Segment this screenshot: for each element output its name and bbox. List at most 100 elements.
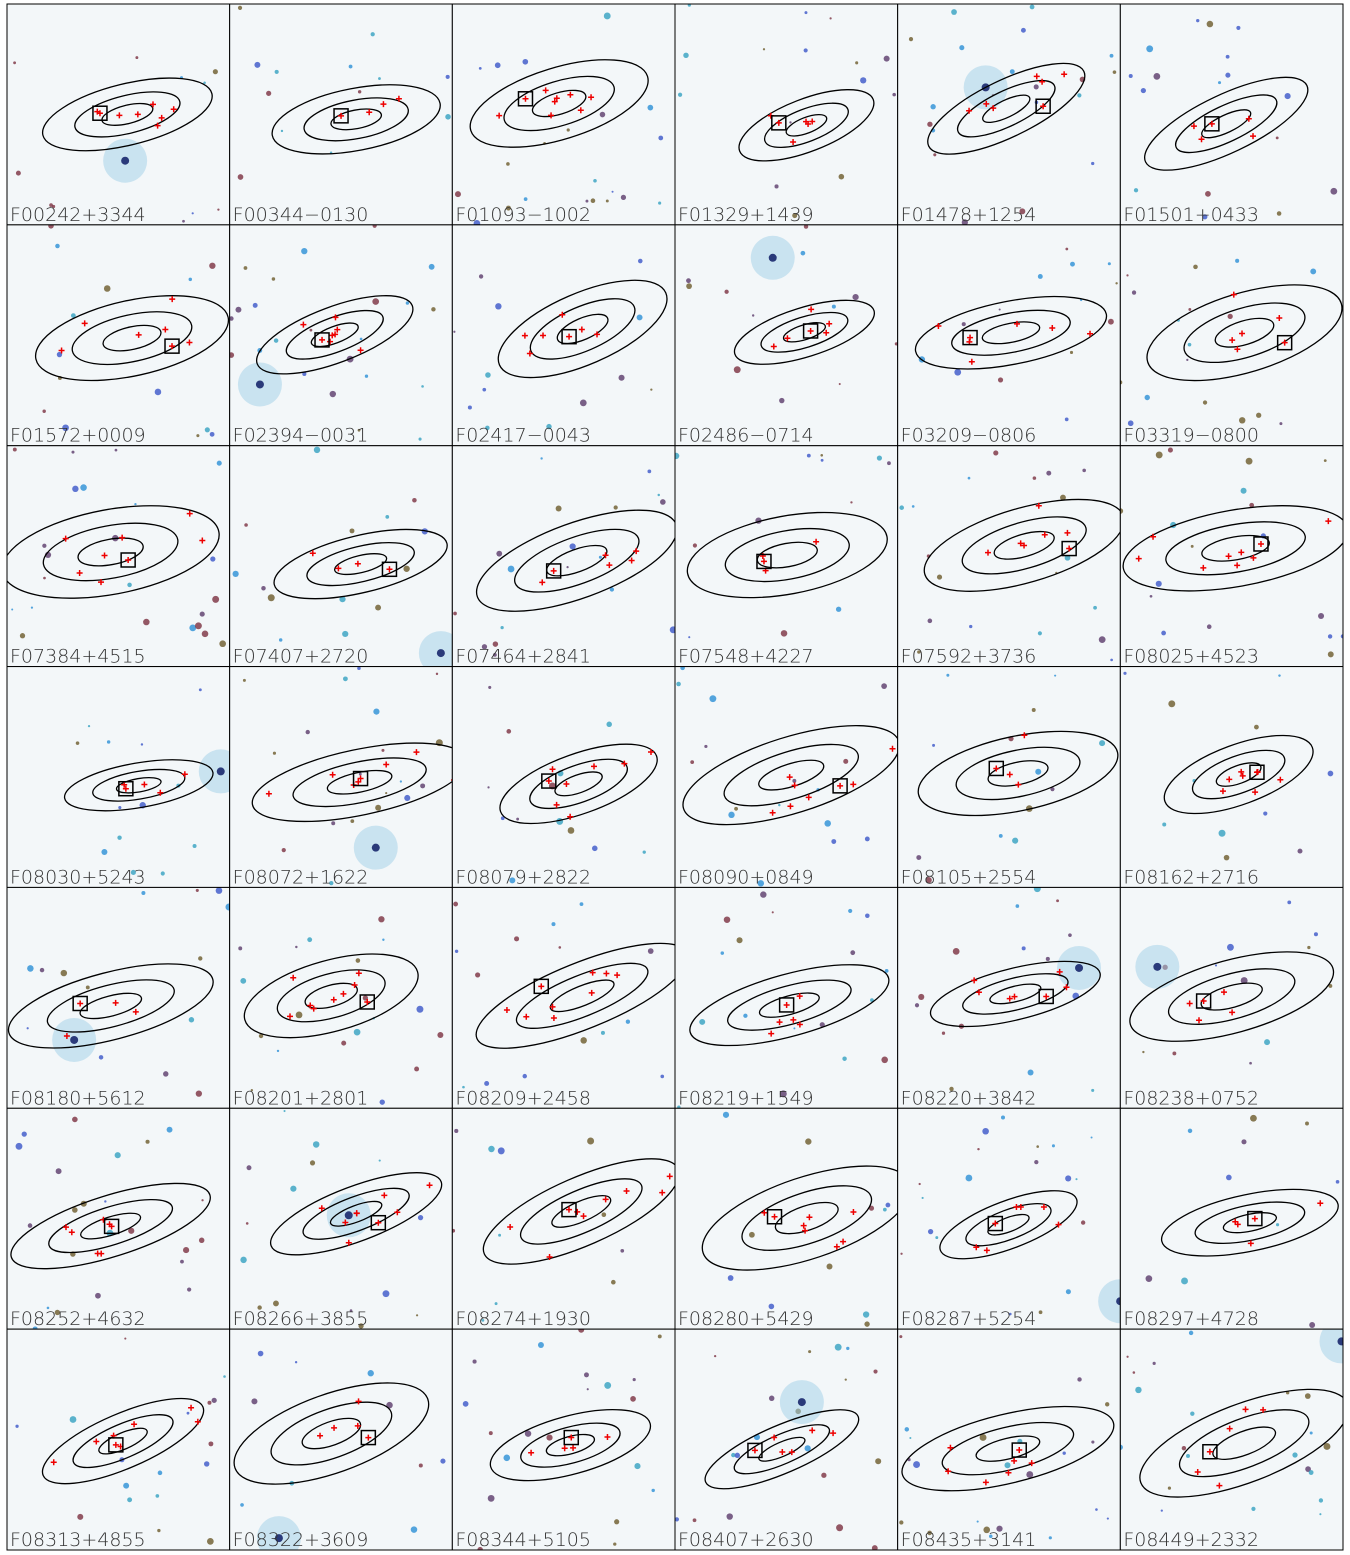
star <box>728 1275 734 1281</box>
star <box>829 17 831 19</box>
star <box>274 338 278 342</box>
star <box>1287 900 1291 904</box>
star <box>737 937 743 943</box>
panel <box>222 1329 453 1555</box>
star <box>204 1461 209 1466</box>
star <box>446 75 450 79</box>
panel-bg <box>452 887 675 1108</box>
star <box>606 200 609 203</box>
star <box>1115 282 1117 284</box>
star <box>805 1138 811 1144</box>
star <box>238 946 242 950</box>
star <box>1054 675 1056 677</box>
star <box>558 946 561 949</box>
star <box>182 220 185 223</box>
star <box>141 891 145 895</box>
star <box>584 1372 589 1377</box>
star <box>207 1538 214 1545</box>
star <box>1026 1471 1033 1478</box>
panel-label: F08219+1549 <box>678 1087 814 1109</box>
star <box>1035 769 1041 775</box>
star <box>253 303 258 308</box>
star <box>621 195 626 200</box>
panel-bg <box>1120 887 1343 1108</box>
panel <box>675 1108 923 1329</box>
star <box>283 1110 285 1112</box>
star <box>99 1055 104 1060</box>
star <box>385 792 387 794</box>
star <box>403 566 409 572</box>
panel-bg <box>898 446 1121 667</box>
star <box>1218 81 1221 84</box>
panel-label: F07592+3736 <box>901 646 1037 668</box>
bright-star <box>437 649 445 657</box>
star <box>1004 1462 1010 1468</box>
star <box>846 1347 849 1350</box>
star <box>1091 1440 1094 1443</box>
star <box>1108 319 1114 325</box>
star <box>342 631 348 637</box>
star <box>437 1032 443 1038</box>
star <box>331 821 335 825</box>
star <box>187 1287 191 1291</box>
star <box>72 1207 78 1213</box>
star <box>875 1458 881 1464</box>
star <box>620 1249 624 1253</box>
star <box>1091 162 1094 165</box>
star <box>999 308 1001 310</box>
star <box>212 596 219 603</box>
star <box>1016 904 1020 908</box>
star <box>295 1361 297 1363</box>
star <box>1309 1470 1314 1475</box>
star <box>1328 651 1334 657</box>
panel-bg <box>7 446 230 667</box>
star <box>1168 448 1173 453</box>
panel <box>230 887 453 1108</box>
star <box>651 1489 654 1492</box>
star <box>240 1257 246 1263</box>
star <box>217 208 219 210</box>
star <box>969 625 972 628</box>
star <box>124 1338 126 1340</box>
panel <box>228 224 452 446</box>
star <box>1133 1371 1136 1374</box>
star <box>845 1379 847 1381</box>
star <box>1228 314 1233 319</box>
star <box>27 1027 29 1029</box>
panel <box>452 887 700 1108</box>
star <box>601 1031 605 1035</box>
panel <box>675 224 898 445</box>
panel <box>898 4 1121 226</box>
star <box>808 1350 811 1353</box>
star <box>930 104 935 109</box>
panel <box>7 4 230 225</box>
star <box>488 1495 495 1502</box>
star <box>77 1514 83 1520</box>
star <box>683 53 688 58</box>
star <box>1276 1223 1279 1226</box>
star <box>1030 5 1035 10</box>
star <box>1145 395 1150 400</box>
star <box>42 410 45 413</box>
star <box>1186 359 1188 361</box>
star <box>570 543 576 549</box>
panel <box>452 446 689 667</box>
star <box>350 819 354 823</box>
star <box>28 1223 33 1228</box>
panel <box>672 666 910 888</box>
panel-label: F00344−0130 <box>233 204 369 226</box>
star <box>789 121 791 123</box>
star <box>743 1014 747 1018</box>
star <box>873 1369 877 1373</box>
star <box>1309 1322 1315 1328</box>
star <box>199 688 202 691</box>
star <box>419 438 422 441</box>
panel <box>452 225 680 446</box>
star <box>261 586 265 590</box>
star <box>643 851 646 854</box>
panel-bg <box>452 446 675 667</box>
star <box>485 372 491 378</box>
star <box>281 130 283 132</box>
star <box>592 846 598 852</box>
panel <box>675 887 898 1108</box>
